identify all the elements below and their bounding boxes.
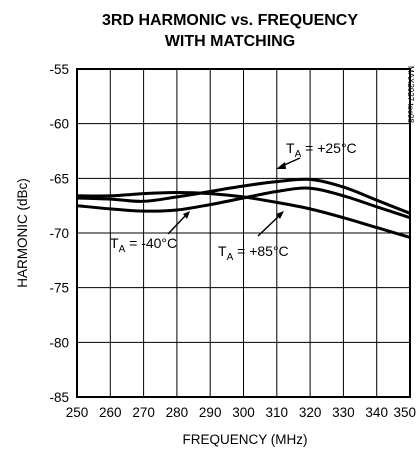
y-tick-label: -55 (49, 62, 69, 77)
x-tick-label: 310 (266, 405, 289, 420)
x-tick-label: 270 (132, 405, 155, 420)
x-tick-label: 350 (393, 405, 416, 420)
chart-title-line1: 3RD HARMONIC vs. FREQUENCY (102, 12, 358, 29)
x-tick-label: 280 (166, 405, 189, 420)
annotation-minus40c-arrow (167, 214, 187, 235)
x-tick-label: 320 (299, 405, 322, 420)
y-tick-label: -60 (49, 117, 69, 132)
x-tick-label: 250 (66, 405, 89, 420)
x-tick-label: 340 (365, 405, 388, 420)
annotation-25c: TA = +25°C (276, 140, 357, 169)
y-tick-label: -85 (49, 390, 69, 405)
x-axis-label: FREQUENCY (MHz) (182, 432, 307, 447)
annotation-25c-text: TA = +25°C (286, 140, 357, 160)
y-tick-label: -70 (49, 226, 69, 241)
x-tick-label: 330 (332, 405, 355, 420)
annotation-25c-arrowhead (276, 162, 286, 169)
x-tick-label: 260 (99, 405, 122, 420)
series-lines (76, 177, 411, 239)
annotation-85c: TA = +85°C (218, 211, 289, 263)
annotation-minus40c-text: TA = -40°C (110, 235, 177, 255)
side-code: MAX2027 toc08 (406, 66, 415, 123)
y-tick-label: -75 (49, 281, 69, 296)
y-tick-labels: -55 -60 -65 -70 -75 -80 -85 (49, 62, 69, 405)
annotation-85c-arrowhead (276, 211, 284, 219)
plot-frame (76, 68, 411, 398)
y-axis-label: HARMONIC (dBc) (15, 178, 30, 288)
x-tick-label: 300 (232, 405, 255, 420)
x-tick-labels: 250 260 270 280 290 300 310 320 330 340 350 (66, 405, 416, 420)
y-tick-label: -80 (49, 335, 69, 350)
annotation-85c-text: TA = +85°C (218, 243, 289, 263)
x-tick-label: 290 (199, 405, 222, 420)
annotation-85c-arrow (257, 214, 281, 237)
series-line-85c (76, 186, 411, 220)
series-line-25c (76, 177, 411, 215)
annotation-minus40c-arrowhead (183, 211, 190, 219)
annotation-minus40c: TA = -40°C (110, 211, 190, 255)
y-tick-label: -65 (49, 171, 69, 186)
chart-title-line2: WITH MATCHING (165, 33, 295, 50)
grid-lines (77, 69, 410, 397)
